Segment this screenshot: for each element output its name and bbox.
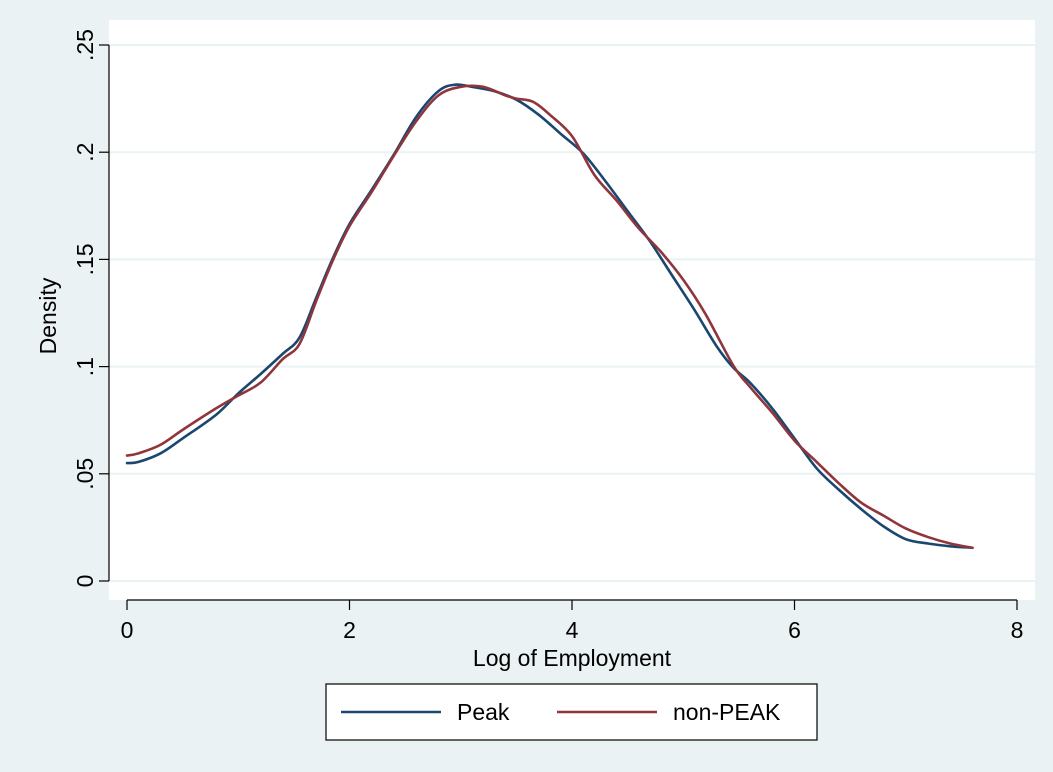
- x-tick-label: 6: [788, 617, 801, 643]
- series-line-peak: [125, 83, 974, 550]
- x-tick-label: 4: [566, 617, 579, 643]
- legend-label-non-peak: non-PEAK: [673, 699, 781, 725]
- y-tick-label: .2: [72, 143, 98, 162]
- grid-lines: [109, 44, 1035, 582]
- x-tick-label: 0: [121, 617, 134, 643]
- y-tick-label: .05: [72, 458, 98, 490]
- axes: 0 .05 .1 .15 .2 .25 0 2 4 6 8: [72, 29, 1023, 643]
- y-tick-label: .1: [72, 357, 98, 376]
- y-tick-label: .15: [72, 243, 98, 275]
- x-tick-label: 8: [1011, 617, 1024, 643]
- legend-label-peak: Peak: [457, 699, 510, 725]
- legend: Peak non-PEAK: [325, 683, 818, 741]
- plot-area: [109, 20, 1035, 600]
- x-axis-title: Log of Employment: [473, 645, 672, 671]
- x-tick-label: 2: [343, 617, 356, 643]
- series-line-non-peak: [125, 84, 974, 550]
- series-lines: [125, 83, 974, 550]
- y-tick-label: .25: [72, 29, 98, 61]
- y-axis-title: Density: [35, 277, 61, 354]
- y-tick-label: 0: [72, 575, 98, 588]
